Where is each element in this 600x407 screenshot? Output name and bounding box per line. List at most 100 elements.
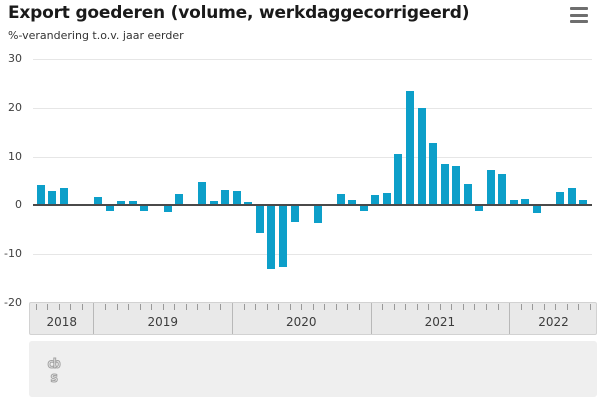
bar[interactable]	[163, 205, 172, 213]
month-tick	[335, 304, 337, 310]
bar[interactable]	[94, 197, 103, 206]
month-tick	[416, 304, 418, 310]
bar[interactable]	[48, 190, 57, 206]
bar[interactable]	[232, 191, 241, 206]
bar[interactable]	[348, 199, 357, 206]
bar[interactable]	[498, 174, 507, 206]
bar[interactable]	[255, 205, 264, 234]
year-divider	[232, 303, 234, 334]
gridline	[33, 156, 592, 158]
bar[interactable]	[359, 205, 368, 211]
month-tick	[428, 304, 430, 310]
bar[interactable]	[140, 205, 149, 212]
month-tick	[243, 304, 245, 310]
month-tick	[462, 304, 464, 310]
bar[interactable]	[175, 194, 184, 206]
month-tick	[70, 304, 72, 310]
month-tick	[347, 304, 349, 310]
month-tick	[532, 304, 534, 310]
month-tick	[543, 304, 545, 310]
bar[interactable]	[336, 193, 345, 206]
bar[interactable]	[475, 205, 484, 211]
bar[interactable]	[556, 192, 565, 206]
month-tick	[81, 304, 83, 310]
month-tick	[174, 304, 176, 310]
month-tick	[589, 304, 591, 310]
chart-title: Export goederen (volume, werkdaggecorrig…	[8, 3, 470, 23]
month-tick	[162, 304, 164, 310]
bar[interactable]	[440, 164, 449, 206]
year-divider	[370, 303, 372, 334]
bar[interactable]	[221, 190, 230, 206]
bar[interactable]	[579, 199, 588, 206]
y-axis-label: -20	[4, 296, 22, 309]
gridline	[33, 59, 592, 60]
month-tick	[128, 304, 130, 310]
bar[interactable]	[394, 154, 403, 206]
svg-text:s: s	[50, 370, 58, 386]
month-tick	[405, 304, 407, 310]
y-axis-label: 0	[15, 198, 22, 212]
bar[interactable]	[244, 202, 253, 206]
bar[interactable]	[267, 205, 276, 269]
bar[interactable]	[532, 205, 541, 214]
month-tick	[566, 304, 568, 310]
bar[interactable]	[509, 200, 518, 206]
month-tick	[105, 304, 107, 310]
bar[interactable]	[567, 187, 576, 206]
y-axis-label: -10	[4, 247, 22, 261]
bar[interactable]	[117, 201, 126, 206]
month-tick	[35, 304, 37, 310]
bar[interactable]	[405, 90, 414, 206]
bar[interactable]	[486, 169, 495, 206]
month-tick	[486, 304, 488, 310]
year-label-2022: 2022	[538, 315, 569, 329]
year-range-navigator[interactable]: 2018 2019 2020 2021 2022	[29, 302, 597, 335]
hamburger-menu-icon[interactable]	[570, 6, 590, 24]
month-tick	[58, 304, 60, 310]
bar[interactable]	[382, 192, 391, 206]
month-tick	[266, 304, 268, 310]
month-tick	[301, 304, 303, 310]
zero-line	[33, 204, 592, 207]
month-tick	[578, 304, 580, 310]
bar[interactable]	[36, 185, 45, 206]
bar[interactable]	[105, 205, 114, 212]
chart-subtitle: %-verandering t.o.v. jaar eerder	[8, 29, 184, 42]
bar[interactable]	[463, 184, 472, 206]
month-tick	[474, 304, 476, 310]
month-tick	[116, 304, 118, 310]
year-label-2019: 2019	[147, 315, 179, 329]
month-tick	[278, 304, 280, 310]
bar[interactable]	[452, 166, 461, 206]
month-tick	[439, 304, 441, 310]
month-tick	[451, 304, 453, 310]
month-tick	[359, 304, 361, 310]
bar[interactable]	[209, 200, 218, 206]
bar[interactable]	[521, 198, 530, 206]
bar[interactable]	[59, 188, 68, 206]
year-label-2020: 2020	[286, 315, 317, 329]
month-tick	[555, 304, 557, 310]
month-tick	[312, 304, 314, 310]
month-tick	[220, 304, 222, 310]
bar[interactable]	[290, 205, 299, 223]
year-label-2021: 2021	[424, 315, 456, 329]
month-tick	[382, 304, 384, 310]
footer-band: cb s	[29, 341, 597, 397]
bar[interactable]	[128, 200, 137, 206]
year-divider	[93, 303, 95, 334]
bar[interactable]	[417, 108, 426, 206]
bar[interactable]	[278, 205, 287, 267]
bar[interactable]	[429, 142, 438, 206]
year-divider	[509, 303, 511, 334]
bar[interactable]	[313, 205, 322, 224]
bar[interactable]	[198, 182, 207, 206]
month-tick	[47, 304, 49, 310]
month-tick	[324, 304, 326, 310]
month-tick	[520, 304, 522, 310]
month-tick	[393, 304, 395, 310]
bar[interactable]	[371, 194, 380, 206]
y-axis-label: 30	[8, 52, 22, 65]
